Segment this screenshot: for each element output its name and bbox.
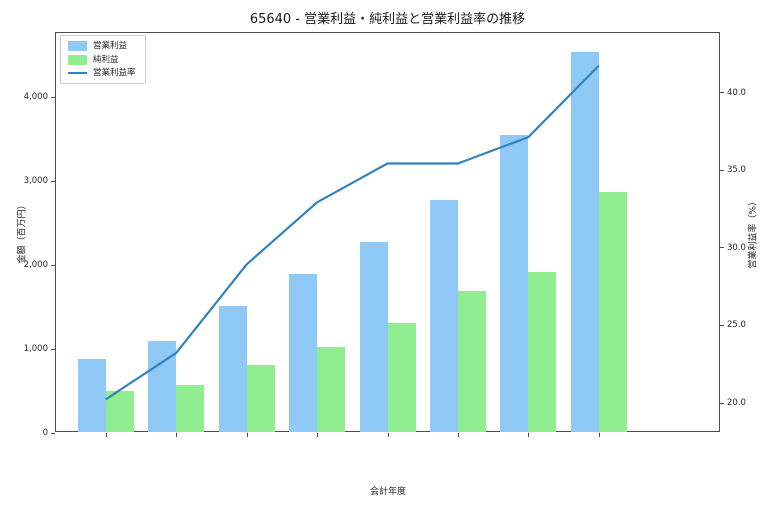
y-tick-left (51, 348, 55, 350)
legend-item-profit-margin: 営業利益率 (68, 69, 136, 78)
net-profit-bar (317, 346, 346, 433)
net-profit-bar (105, 391, 134, 433)
operating-profit-bar (77, 358, 106, 433)
y-tick-label-right: 30.0 (727, 242, 746, 253)
x-tick (387, 432, 389, 437)
x-tick (317, 432, 319, 437)
operating-profit-bar (218, 306, 247, 433)
legend-label: 営業利益 (93, 40, 128, 51)
operating-profit-bar (429, 199, 458, 433)
y-tick-right (720, 247, 724, 249)
y-tick-label-right: 20.0 (727, 398, 746, 409)
y-tick-label-left: 0 (42, 428, 48, 438)
net-profit-bar (246, 365, 275, 433)
y-tick-label-right: 25.0 (727, 320, 746, 331)
x-tick (528, 432, 530, 437)
operating-profit-bar (289, 273, 318, 433)
legend-label: 純利益 (93, 54, 119, 65)
x-tick (457, 432, 459, 437)
x-tick (105, 432, 107, 437)
operating-profit-swatch-icon (68, 41, 87, 51)
y-tick-right (720, 92, 724, 94)
net-profit-bar (598, 192, 627, 433)
y-tick-label-left: 3,000 (23, 176, 48, 187)
y-tick-left (51, 264, 55, 266)
y-tick-left (51, 432, 55, 434)
y-tick-right (720, 169, 724, 171)
y-tick-left (51, 180, 55, 182)
y-tick-right (720, 402, 724, 404)
y-tick-right (720, 324, 724, 326)
profit-margin-line-swatch-icon (68, 72, 87, 75)
y-tick-label-left: 2,000 (23, 260, 48, 271)
x-tick (598, 432, 600, 437)
net-profit-bar (387, 323, 416, 433)
y-tick-left (51, 96, 55, 98)
y-tick-label-left: 1,000 (23, 344, 48, 355)
y-axis-label-left: 金額（百万円） (17, 200, 28, 264)
x-tick (246, 432, 248, 437)
x-tick (176, 432, 178, 437)
chart-title: 65640 - 営業利益・純利益と営業利益率の推移 (249, 12, 526, 27)
operating-profit-bar (359, 242, 388, 433)
y-axis-label-right: 営業利益率（%） (748, 196, 759, 269)
operating-profit-bar (570, 52, 599, 433)
net-profit-swatch-icon (68, 55, 87, 65)
y-tick-label-right: 35.0 (727, 165, 746, 176)
operating-profit-bar (500, 135, 529, 433)
legend-item-net-profit: 純利益 (68, 55, 136, 65)
net-profit-bar (176, 384, 205, 433)
net-profit-bar (528, 272, 557, 433)
operating-profit-bar (148, 340, 177, 433)
legend-label: 営業利益率 (93, 68, 136, 78)
y-tick-label-left: 4,000 (23, 92, 48, 103)
y-tick-label-right: 40.0 (727, 87, 746, 98)
x-axis-label: 会計年度 (369, 487, 407, 497)
net-profit-bar (457, 290, 486, 433)
legend: 営業利益 純利益 営業利益率 (60, 35, 146, 84)
legend-item-operating-profit: 営業利益 (68, 41, 136, 51)
